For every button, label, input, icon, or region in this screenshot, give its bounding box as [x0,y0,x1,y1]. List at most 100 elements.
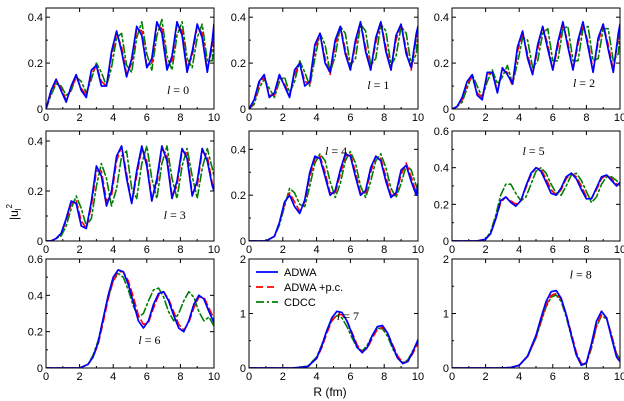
x-tick-label: 0 [449,112,455,124]
x-tick-label: 0 [449,371,455,383]
panel-label-symbol: l [167,83,171,97]
series-line-adwa [452,289,620,368]
panel-label-value: = 7 [340,309,359,323]
y-tick-label: 0.2 [28,327,43,339]
series-line-adwa [46,20,214,109]
x-tick-label: 8 [583,244,589,256]
x-tick-label: 6 [347,244,353,256]
x-tick-label: 0 [246,371,252,383]
panel-label-value: = 2 [576,76,595,90]
x-tick-label: 10 [412,371,424,383]
y-tick-label: 1 [443,309,449,321]
panel-l1: 0 2 4 6 8 10 0 0.2 0.4 l = 1 [231,7,424,124]
y-tick-label: 0.2 [231,58,246,70]
x-tick-label: 8 [381,244,387,256]
x-tick-label: 0 [246,112,252,124]
y-tick-label: 0.4 [434,163,449,175]
panel-l7: 0 2 4 6 8 10 0 1 2 l = 7 [240,254,424,383]
panel-l2: 0 2 4 6 8 10 0 0.2 0.4 l = 2 [434,7,624,124]
panel-label-value: = 4 [328,144,347,158]
panel-label: l = 4 [325,144,347,158]
x-tick-label: 4 [110,112,116,124]
x-tick-label: 2 [483,112,489,124]
panel-label: l = 2 [573,76,595,90]
panel-frame [248,7,419,110]
panel-frame [45,258,215,369]
series-line-cdcc [452,166,620,241]
y-tick-label: 0.2 [434,199,449,211]
y-tick-label: 0.4 [28,136,43,148]
x-tick-label: 6 [347,112,353,124]
panel-frame [45,7,215,110]
panel-label-symbol: l [138,333,142,347]
panel-frame [451,7,621,110]
y-tick-label: 0 [37,104,43,116]
panel-frame [248,130,419,242]
panel-label-value: = 8 [573,268,592,282]
x-tick-label: 2 [77,244,83,256]
panel-l8: 0 2 4 6 8 10 0 1 2 l = 8 [443,254,624,383]
x-tick-label: 6 [550,244,556,256]
x-tick-label: 10 [412,112,424,124]
y-axis-label-sup: 2 [5,203,14,208]
x-tick-label: 4 [314,371,320,383]
y-tick-label: 0 [240,236,246,248]
series-line-adwa [249,310,418,368]
panel-label-value: = 1 [371,78,390,92]
legend-label: ADWA +p.c. [284,282,343,294]
series-line-adwa [46,269,214,368]
legend-label: ADWA [284,267,317,279]
series-line-adwa [452,20,620,109]
panel-frame [451,130,621,242]
panel-l4: 0 2 4 6 8 10 0 0.2 0.4 l = 4 [231,130,424,256]
x-tick-label: 2 [77,371,83,383]
y-tick-label: 1 [240,309,246,321]
panel-label: l = 3 [164,208,186,222]
panel-label: l = 1 [367,78,389,92]
x-tick-label: 10 [208,244,220,256]
y-tick-label: 0.4 [28,12,43,24]
panel-label-value: = 5 [526,144,545,158]
x-tick-label: 8 [381,371,387,383]
legend: ADWA ADWA +p.c. CDCC [256,267,343,309]
panel-label: l = 6 [138,333,160,347]
x-tick-label: 2 [280,244,286,256]
y-tick-label: 2 [443,254,449,266]
series-line-adwa [452,166,620,241]
x-tick-label: 2 [280,371,286,383]
x-tick-label: 10 [614,112,624,124]
x-tick-label: 4 [314,244,320,256]
x-tick-label: 6 [144,112,150,124]
series-line-cdcc [249,314,418,368]
series-line-cdcc [452,25,620,109]
x-tick-label: 6 [144,371,150,383]
y-tick-label: 0.2 [28,58,43,70]
y-tick-label: 0.4 [434,12,449,24]
panel-label: l = 0 [167,83,189,97]
panel-label-value: = 3 [167,208,186,222]
x-tick-label: 2 [483,244,489,256]
panel-frame [248,258,419,369]
y-tick-label: 0 [240,363,246,375]
x-tick-label: 4 [516,244,522,256]
panel-label-symbol: l [570,268,574,282]
y-tick-label: 0.4 [28,290,43,302]
y-tick-label: 0 [37,363,43,375]
x-tick-label: 6 [347,371,353,383]
panel-l5: 0 2 4 6 8 10 0 0.2 0.4 0.6 l = 5 [434,126,624,256]
y-axis-label-sub: l [14,208,23,210]
x-tick-label: 6 [550,112,556,124]
series-line-cdcc [46,145,214,241]
panel-label-value: = 0 [170,83,189,97]
series-line-adwa-p-c [249,313,418,368]
y-tick-label: 0.2 [231,190,246,202]
y-tick-label: 0 [443,236,449,248]
panel-l6: 0 2 4 6 8 10 0 0.2 0.4 0.6 l = 6 [28,254,220,383]
series-line-cdcc [249,23,418,109]
y-tick-label: 0 [240,104,246,116]
panel-label-symbol: l [573,76,577,90]
panel-frame [451,258,621,369]
x-tick-label: 0 [246,244,252,256]
x-tick-label: 10 [412,244,424,256]
